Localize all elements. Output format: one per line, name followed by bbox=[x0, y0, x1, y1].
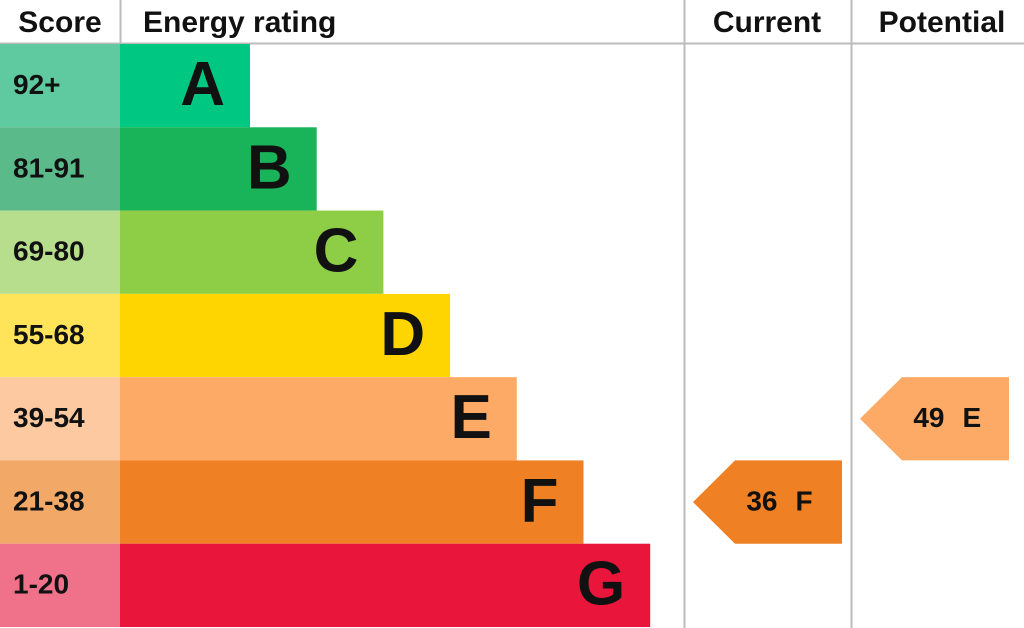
potential-score: 49 bbox=[913, 402, 944, 433]
header-potential: Potential bbox=[879, 6, 1006, 39]
rating-letter: C bbox=[314, 217, 359, 286]
score-cell bbox=[0, 377, 120, 461]
header-current: Current bbox=[713, 6, 821, 39]
rating-bar bbox=[120, 127, 317, 211]
score-cell bbox=[0, 543, 120, 627]
score-range: 69-80 bbox=[13, 236, 85, 267]
current-arrow bbox=[693, 460, 842, 544]
rating-bar bbox=[120, 543, 651, 627]
rating-bar bbox=[120, 377, 517, 461]
score-range: 39-54 bbox=[13, 402, 85, 433]
score-range: 21-38 bbox=[13, 485, 85, 516]
rating-letter: G bbox=[577, 550, 625, 619]
rating-bar bbox=[120, 44, 250, 128]
score-range: 92+ bbox=[13, 69, 61, 100]
rating-letter: F bbox=[521, 466, 559, 535]
score-cell bbox=[0, 293, 120, 378]
score-cell bbox=[0, 127, 120, 211]
rating-letter: D bbox=[380, 300, 425, 369]
rating-bar bbox=[120, 293, 451, 378]
rating-letter: E bbox=[450, 383, 491, 452]
rating-letter: B bbox=[247, 133, 292, 202]
rating-bar bbox=[120, 210, 384, 294]
potential-rating: E bbox=[963, 402, 982, 433]
current-score: 36 bbox=[746, 485, 777, 516]
score-range: 1-20 bbox=[13, 569, 69, 600]
score-range: 55-68 bbox=[13, 319, 85, 350]
rating-letter: A bbox=[180, 50, 225, 119]
header-rating: Energy rating bbox=[143, 6, 336, 39]
potential-arrow bbox=[860, 377, 1009, 461]
score-cell bbox=[0, 460, 120, 544]
score-cell bbox=[0, 210, 120, 294]
current-rating: F bbox=[796, 485, 813, 516]
score-cell bbox=[0, 44, 120, 128]
score-range: 81-91 bbox=[13, 152, 85, 183]
header-score: Score bbox=[18, 6, 101, 39]
rating-bar bbox=[120, 460, 584, 544]
